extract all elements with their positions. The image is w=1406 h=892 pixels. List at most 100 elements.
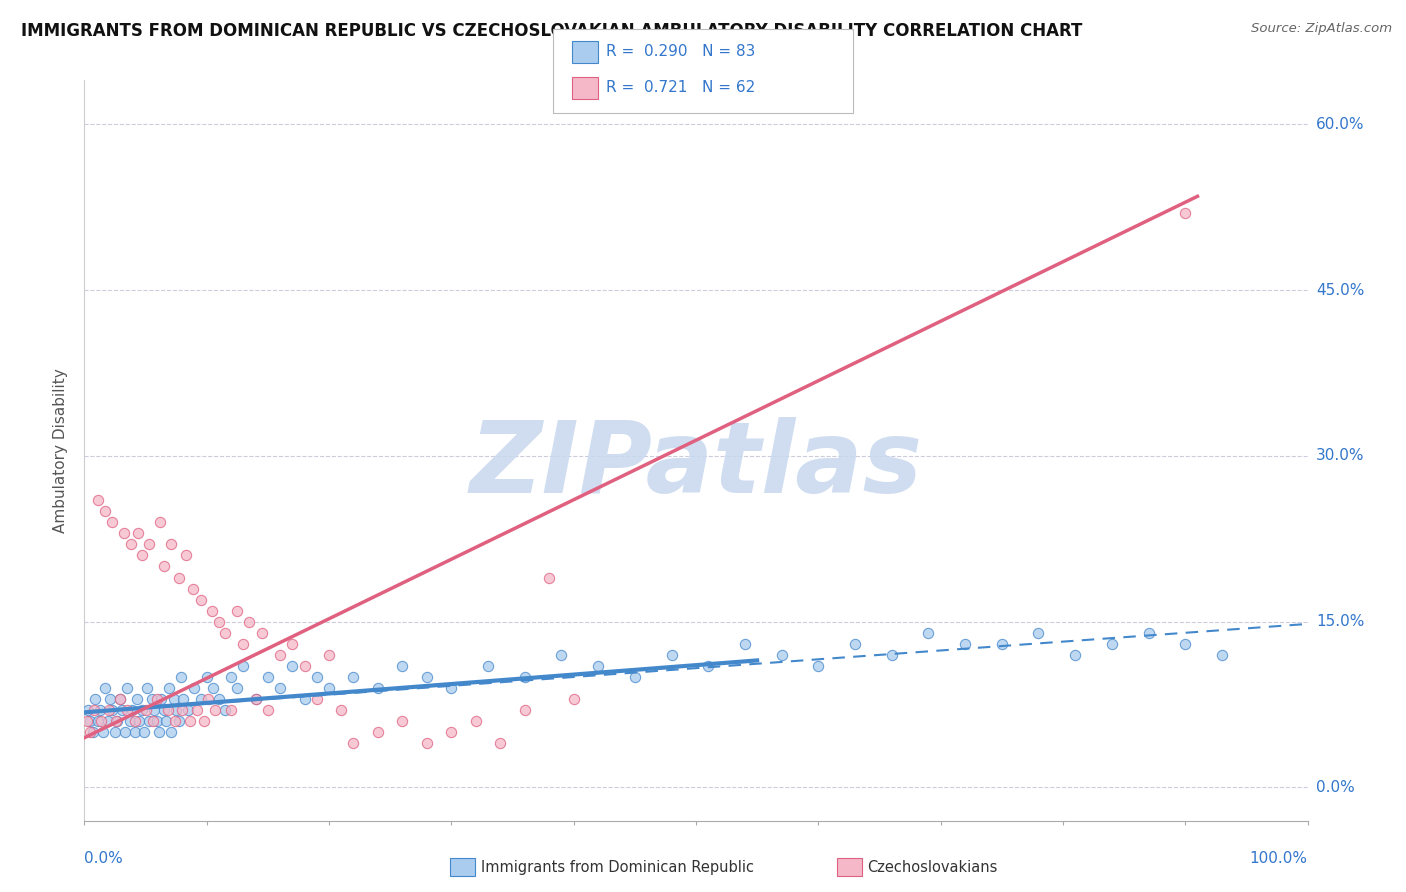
Point [125,692,148,706]
Point [219,703,242,717]
Point [181,582,204,596]
Point [77,703,100,717]
Point [105,714,128,729]
Point [84,692,107,706]
Point [186,703,208,717]
Point [219,670,242,684]
Text: 30.0%: 30.0% [1316,449,1364,464]
Point [150,692,173,706]
Point [562,692,585,706]
Point [148,725,170,739]
Point [172,703,194,717]
Point [155,714,177,729]
Point [226,681,249,695]
Point [177,703,200,717]
Point [195,670,218,684]
Point [160,537,183,551]
Point [305,692,328,706]
Text: 0.0%: 0.0% [1316,780,1354,795]
Point [167,570,190,584]
Text: 60.0%: 60.0% [1316,117,1364,132]
Point [1101,637,1123,651]
Point [464,714,486,729]
Point [179,714,201,729]
Point [143,703,166,717]
Point [89,703,111,717]
Point [269,681,291,695]
Point [245,692,267,706]
Point [477,659,499,673]
Point [586,659,609,673]
Point [294,692,316,706]
Point [1211,648,1233,662]
Point [105,714,128,729]
Point [991,637,1014,651]
Point [1028,625,1050,640]
Text: IMMIGRANTS FROM DOMINICAN REPUBLIC VS CZECHOSLOVAKIAN AMBULATORY DISABILITY CORR: IMMIGRANTS FROM DOMINICAN REPUBLIC VS CZ… [21,22,1083,40]
Point [880,648,903,662]
Point [145,714,167,729]
Point [124,725,146,739]
Point [513,670,536,684]
Point [238,615,260,629]
Point [111,703,134,717]
Point [1174,637,1197,651]
Point [101,703,124,717]
Text: R =  0.290   N = 83: R = 0.290 N = 83 [606,45,755,59]
Point [208,615,231,629]
Point [318,648,340,662]
Point [94,504,117,518]
Point [416,736,439,750]
Point [94,681,117,695]
Point [367,725,389,739]
Point [190,692,212,706]
Point [391,659,413,673]
Text: 45.0%: 45.0% [1316,283,1364,298]
Point [141,692,163,706]
Point [108,692,131,706]
Point [98,692,121,706]
Point [232,637,254,651]
Text: 15.0%: 15.0% [1316,615,1364,629]
Point [138,537,160,551]
Point [250,625,273,640]
Point [1174,206,1197,220]
Point [269,648,291,662]
Point [214,703,236,717]
Point [844,637,866,651]
Point [440,725,463,739]
Point [156,703,179,717]
Point [108,692,131,706]
Point [157,681,180,695]
Point [281,659,304,673]
Point [131,549,153,563]
Point [135,703,157,717]
Text: Source: ZipAtlas.com: Source: ZipAtlas.com [1251,22,1392,36]
Point [165,703,187,717]
Point [204,703,226,717]
Point [917,625,939,640]
Point [305,670,328,684]
Point [114,725,136,739]
Point [115,703,138,717]
Point [167,714,190,729]
Point [513,703,536,717]
Point [138,714,160,729]
Point [134,725,156,739]
Point [101,516,124,530]
Point [550,648,572,662]
Text: 0.0%: 0.0% [84,851,124,866]
Point [104,725,127,739]
Point [115,681,138,695]
Point [135,681,157,695]
Point [79,725,101,739]
Point [153,703,176,717]
Point [226,604,249,618]
Y-axis label: Ambulatory Disability: Ambulatory Disability [53,368,69,533]
Point [440,681,463,695]
Point [391,714,413,729]
Point [121,703,143,717]
Point [87,493,110,508]
Point [367,681,389,695]
Point [201,681,224,695]
